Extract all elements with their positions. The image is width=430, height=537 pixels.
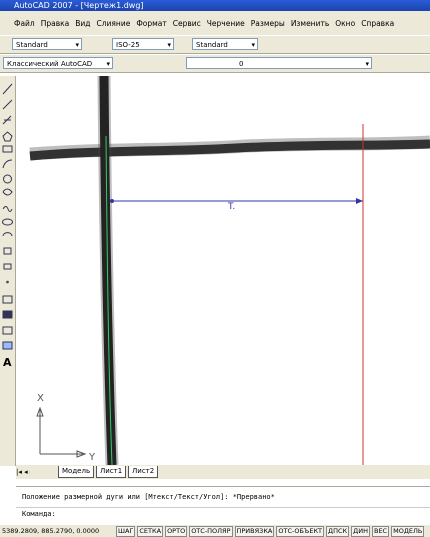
status-button[interactable]: МОДЕЛЬ: [391, 526, 424, 537]
layer-dropdown[interactable]: 0: [186, 57, 372, 69]
menu-bar: Файл Правка Вид Слияние Формат Сервис Черчение…: [0, 11, 430, 35]
menu-item[interactable]: Формат: [136, 19, 166, 28]
ucs-x-label: X: [37, 393, 44, 404]
layout-tab[interactable]: Лист2: [128, 466, 158, 478]
status-button[interactable]: ОРТО: [165, 526, 187, 537]
command-history: Положение размерной дуги или [Мтекст/Тек…: [22, 493, 275, 501]
menu-item[interactable]: Справка: [361, 19, 394, 28]
dim-style-dropdown[interactable]: ISO-25: [112, 38, 174, 50]
layout-tab[interactable]: Модель: [58, 466, 94, 478]
draw-icons: [0, 76, 15, 376]
status-button[interactable]: ПРИВЯЗКА: [235, 526, 275, 537]
menu-item[interactable]: Изменить: [291, 19, 329, 28]
coordinates: 5389.2809, 885.2790, 0.0000: [2, 525, 114, 537]
dimension-text: T.: [227, 202, 235, 212]
command-line: Положение размерной дуги или [Мтекст/Тек…: [16, 486, 430, 523]
status-button[interactable]: ШАГ: [116, 526, 135, 537]
text-style-dropdown[interactable]: Standard: [12, 38, 82, 50]
layers-toolbar: Классический AutoCAD 0: [0, 54, 430, 73]
layout-tab[interactable]: Лист1: [96, 466, 126, 478]
menu-item[interactable]: Правка: [41, 19, 70, 28]
status-button[interactable]: ОТС-ОБЪЕКТ: [276, 526, 324, 537]
standard-toolbar: Standard ISO-25 Standard: [0, 35, 430, 54]
menu-item[interactable]: Сервис: [173, 19, 201, 28]
menu-item[interactable]: Вид: [75, 19, 90, 28]
status-button[interactable]: ВЕС: [372, 526, 389, 537]
status-button[interactable]: СЕТКА: [137, 526, 163, 537]
autocad-window: AutoCAD 2007 - [Чертеж1.dwg] Файл Правка В…: [0, 0, 430, 537]
menu-item[interactable]: Окно: [335, 19, 355, 28]
title-bar: AutoCAD 2007 - [Чертеж1.dwg]: [0, 0, 430, 11]
workspace-dropdown[interactable]: Классический AutoCAD: [3, 57, 113, 69]
status-button[interactable]: ДПСК: [326, 526, 349, 537]
drawing-area: T. X Y: [16, 76, 430, 465]
menu-item[interactable]: Черчение: [207, 19, 245, 28]
table-style-dropdown[interactable]: Standard: [192, 38, 258, 50]
text-tool[interactable]: A: [3, 356, 12, 369]
menu-item[interactable]: Слияние: [97, 19, 131, 28]
status-button[interactable]: ДИН: [351, 526, 370, 537]
menu-item[interactable]: Размеры: [251, 19, 285, 28]
status-button[interactable]: ОТС-ПОЛЯР: [189, 526, 232, 537]
draw-toolbar: A: [0, 76, 16, 466]
menu-item[interactable]: Файл: [14, 19, 35, 28]
ucs-y-label: Y: [88, 452, 96, 463]
command-prompt[interactable]: Команда:: [16, 507, 430, 520]
